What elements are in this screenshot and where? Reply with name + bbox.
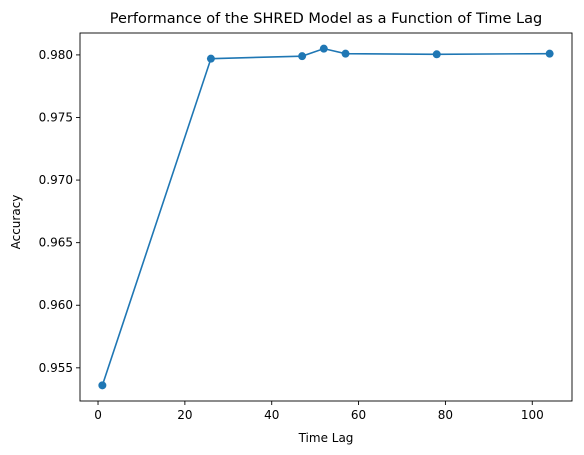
x-axis-label: Time Lag bbox=[298, 431, 354, 445]
y-tick-label: 0.955 bbox=[39, 361, 73, 375]
x-tick-label: 80 bbox=[438, 408, 453, 422]
x-tick-label: 40 bbox=[264, 408, 279, 422]
x-tick-label: 60 bbox=[351, 408, 366, 422]
x-tick-label: 0 bbox=[94, 408, 102, 422]
data-point bbox=[432, 50, 441, 59]
data-point bbox=[341, 49, 350, 58]
y-tick-label: 0.970 bbox=[39, 173, 73, 187]
data-point bbox=[545, 49, 554, 58]
plot-area bbox=[80, 33, 572, 401]
data-point bbox=[206, 54, 215, 63]
y-axis-label: Accuracy bbox=[9, 195, 23, 250]
x-tick-label: 20 bbox=[177, 408, 192, 422]
plot-frame bbox=[79, 32, 573, 402]
x-axis-ticks: 0 20 40 60 80 100 bbox=[94, 401, 544, 422]
data-points bbox=[98, 44, 554, 390]
y-tick-label: 0.960 bbox=[39, 298, 73, 312]
y-tick-label: 0.975 bbox=[39, 110, 73, 124]
x-tick-label: 100 bbox=[521, 408, 544, 422]
y-axis-ticks: 0.955 0.960 0.965 0.970 0.975 0.980 bbox=[39, 48, 80, 375]
y-tick-label: 0.980 bbox=[39, 48, 73, 62]
y-tick-label: 0.965 bbox=[39, 236, 73, 250]
data-point bbox=[298, 52, 307, 61]
chart-title: Performance of the SHRED Model as a Func… bbox=[110, 11, 542, 27]
data-point bbox=[98, 381, 107, 390]
data-point bbox=[319, 44, 328, 53]
